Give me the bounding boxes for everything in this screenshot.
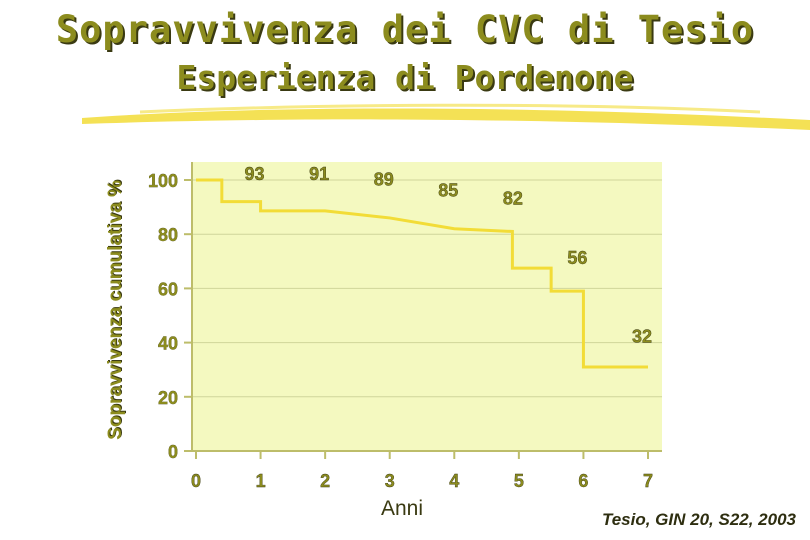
underline-stroke	[139, 103, 761, 114]
x-tick-label: 3	[385, 471, 395, 491]
y-axis-label: Sopravvivenza cumulativa %	[105, 180, 126, 440]
chart-subtitle: Esperienza di Pordenone	[176, 58, 634, 97]
data-label: 89	[374, 169, 394, 189]
y-tick-label: 80	[158, 225, 178, 245]
x-axis-label: Anni	[380, 497, 424, 520]
data-label: 82	[503, 188, 523, 208]
x-tick-label: 6	[578, 471, 588, 491]
data-label: 85	[438, 180, 458, 200]
x-tick-label: 7	[643, 471, 653, 491]
x-tick-label: 0	[191, 471, 201, 491]
x-tick-label: 2	[320, 471, 330, 491]
x-tick-label: 4	[449, 471, 459, 491]
underline-stroke	[82, 108, 810, 130]
y-tick-label: 60	[158, 279, 178, 299]
series	[196, 178, 648, 369]
data-label: 32	[632, 327, 652, 347]
x-tick-label: 5	[514, 471, 524, 491]
y-tick-label: 100	[148, 171, 178, 191]
annotations: 93 91 89 85 82 56 32	[244, 164, 652, 347]
title-underline	[82, 103, 810, 130]
survival-curve	[196, 178, 648, 369]
y-tick-label: 20	[158, 388, 178, 408]
chart-title: Sopravvivenza dei CVC di Tesio	[55, 8, 755, 51]
data-label: 56	[567, 248, 587, 268]
y-tick-label: 40	[158, 334, 178, 354]
data-label: 91	[309, 164, 329, 184]
x-tick-label: 1	[256, 471, 266, 491]
plot-area	[192, 162, 662, 451]
citation: Tesio, GIN 20, S22, 2003	[601, 510, 796, 529]
data-label: 93	[245, 164, 265, 184]
y-tick-label: 0	[168, 442, 178, 462]
